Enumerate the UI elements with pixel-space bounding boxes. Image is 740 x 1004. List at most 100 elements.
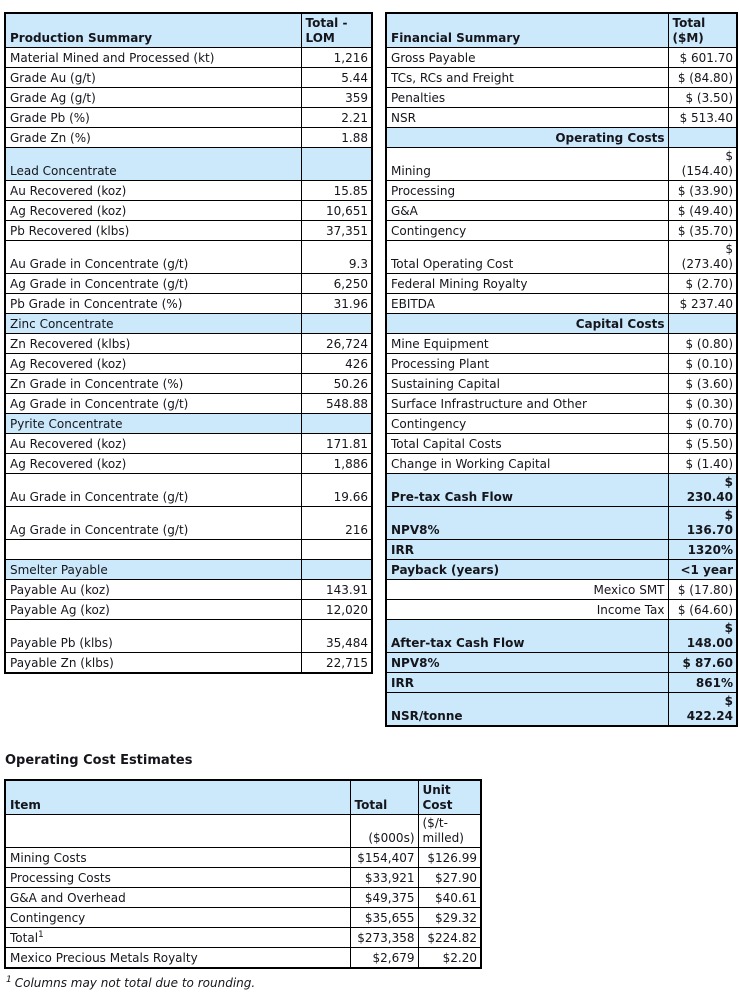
row-label: After-tax Cash Flow [385, 619, 669, 653]
table-row: Penalties $ (3.50) [385, 87, 738, 108]
row-label: Operating Costs [385, 127, 669, 148]
row-label: Payback (years) [385, 559, 669, 580]
financial-total-m-header: Total ($M) [667, 12, 738, 48]
row-value [300, 313, 373, 334]
row-value [300, 539, 373, 560]
row-label: TCs, RCs and Freight [385, 67, 669, 88]
table-row: Grade Au (g/t) 5.44 [4, 67, 373, 88]
row-label: IRR [385, 672, 669, 693]
table-row: Income Tax $ (64.60) [385, 599, 738, 620]
row-label: NSR/tonne [385, 692, 669, 727]
row-label: Capital Costs [385, 313, 669, 334]
row-value: 171.81 [300, 433, 373, 454]
row-label: Zn Recovered (klbs) [4, 333, 302, 354]
row-label: Mine Equipment [385, 333, 669, 354]
table-row: After-tax Cash Flow $ 148.00 [385, 619, 738, 653]
table-row: Zinc Concentrate [4, 313, 373, 334]
opcost-unit-cost-units: ($/t- milled) [417, 814, 482, 848]
row-label: Ag Grade in Concentrate (g/t) [4, 393, 302, 414]
row-unit-cost-value: $40.61 [417, 887, 482, 908]
opcost-total-units: ($000s) [349, 814, 419, 848]
row-value: $ (33.90) [667, 180, 738, 201]
row-value: $ 237.40 [667, 293, 738, 314]
table-row: Ag Recovered (koz) 10,651 [4, 200, 373, 221]
financial-summary-header-row: Financial Summary Total ($M) [385, 12, 738, 48]
row-value: $ (1.40) [667, 453, 738, 474]
table-row: Mexico Precious Metals Royalty $2,679 $2… [4, 947, 482, 969]
row-value [300, 147, 373, 181]
opcost-item-header: Item [4, 779, 351, 815]
row-label: Zinc Concentrate [4, 313, 302, 334]
table-row: Pre-tax Cash Flow $ 230.40 [385, 473, 738, 507]
table-row: Payable Au (koz) 143.91 [4, 579, 373, 600]
footnote-superscript: 1 [6, 975, 12, 985]
table-row: NPV8% $ 87.60 [385, 652, 738, 673]
row-total-value: $33,921 [349, 867, 419, 888]
row-label: Ag Recovered (koz) [4, 453, 302, 474]
table-row: Mexico SMT $ (17.80) [385, 579, 738, 600]
table-row: Total Capital Costs $ (5.50) [385, 433, 738, 454]
opcost-unit-cost-header: Unit Cost [417, 779, 482, 815]
row-value: $ (273.40) [667, 240, 738, 274]
table-row: EBITDA $ 237.40 [385, 293, 738, 314]
row-label: Processing [385, 180, 669, 201]
production-summary-table: Production Summary Total - LOM Material … [4, 12, 373, 674]
table-row: G&A $ (49.40) [385, 200, 738, 221]
table-row: NSR $ 513.40 [385, 107, 738, 128]
row-value: 359 [300, 87, 373, 108]
row-value: $ (3.50) [667, 87, 738, 108]
opcost-total-header: Total [349, 779, 419, 815]
rounding-footnote: 1 Columns may not total due to rounding. [6, 975, 734, 991]
table-row [4, 539, 373, 560]
production-summary-title: Production Summary [4, 12, 302, 48]
row-value: 35,484 [300, 619, 373, 653]
opcost-units-row: ($000s) ($/t- milled) [4, 814, 482, 848]
row-value: $ 148.00 [667, 619, 738, 653]
table-row: Au Recovered (koz) 15.85 [4, 180, 373, 201]
row-label: Payable Au (koz) [4, 579, 302, 600]
row-value: 2.21 [300, 107, 373, 128]
opcost-item-units [4, 814, 351, 848]
row-label: Contingency [385, 220, 669, 241]
row-label: Surface Infrastructure and Other [385, 393, 669, 414]
row-label: Federal Mining Royalty [385, 273, 669, 294]
row-value: $ (0.10) [667, 353, 738, 374]
operating-cost-estimates-table: Item Total Unit Cost ($000s) ($/t- mille… [4, 779, 482, 969]
table-row: Mine Equipment $ (0.80) [385, 333, 738, 354]
footnote-text: Columns may not total due to rounding. [14, 976, 256, 990]
row-label: EBITDA [385, 293, 669, 314]
table-row: Processing Costs $33,921 $27.90 [4, 867, 482, 888]
row-value: 26,724 [300, 333, 373, 354]
row-label: Ag Recovered (koz) [4, 200, 302, 221]
row-value: 9.3 [300, 240, 373, 274]
row-label: Contingency [385, 413, 669, 434]
row-label: NPV8% [385, 652, 669, 673]
row-label: Gross Payable [385, 47, 669, 68]
row-label: IRR [385, 539, 669, 560]
row-label: Income Tax [385, 599, 669, 620]
table-row: Contingency $ (35.70) [385, 220, 738, 241]
table-row: Material Mined and Processed (kt) 1,216 [4, 47, 373, 68]
table-row: Processing Plant $ (0.10) [385, 353, 738, 374]
table-row: Payable Pb (klbs) 35,484 [4, 619, 373, 653]
table-row: Zn Recovered (klbs) 26,724 [4, 333, 373, 354]
row-value [300, 559, 373, 580]
row-value: 548.88 [300, 393, 373, 414]
row-total-value: $2,679 [349, 947, 419, 969]
row-label: Mexico Precious Metals Royalty [4, 947, 351, 969]
row-label: Processing Costs [4, 867, 351, 888]
row-label: Processing Plant [385, 353, 669, 374]
row-value: 6,250 [300, 273, 373, 294]
row-value: $ 87.60 [667, 652, 738, 673]
row-label: Sustaining Capital [385, 373, 669, 394]
table-row: G&A and Overhead $49,375 $40.61 [4, 887, 482, 908]
row-label: Grade Ag (g/t) [4, 87, 302, 108]
row-label: Grade Zn (%) [4, 127, 302, 148]
table-row: NPV8% $ 136.70 [385, 506, 738, 540]
row-total-value: $35,655 [349, 907, 419, 928]
table-row: Ag Recovered (koz) 426 [4, 353, 373, 374]
row-value: $ (0.80) [667, 333, 738, 354]
row-value: 5.44 [300, 67, 373, 88]
row-value: 216 [300, 506, 373, 540]
row-label: Ag Grade in Concentrate (g/t) [4, 506, 302, 540]
